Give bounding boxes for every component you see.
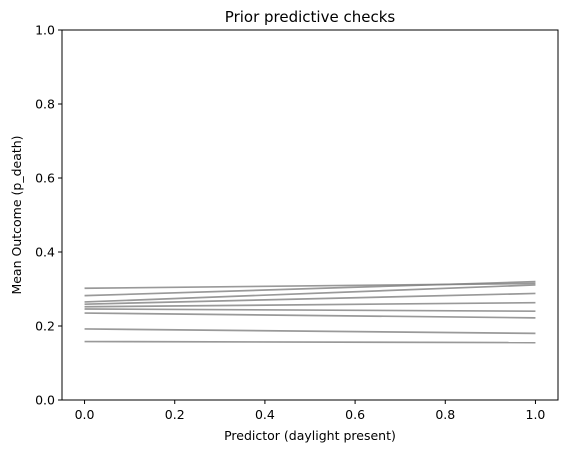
series-line-7 [84, 312, 536, 319]
plot-frame [61, 29, 559, 401]
series-line-4 [84, 292, 536, 306]
y-tick-label: 1.0 [35, 23, 55, 38]
x-tick-label: 0.8 [435, 407, 455, 422]
series-line-3 [84, 284, 536, 303]
series-line-9 [84, 340, 536, 344]
y-tick-label: 0.4 [35, 245, 55, 260]
series-line-8 [84, 328, 536, 335]
y-tick-label: 0.6 [35, 171, 55, 186]
series-line-6 [84, 308, 536, 313]
y-tick-label: 0.0 [35, 393, 55, 408]
chart-title: Prior predictive checks [225, 8, 396, 26]
series-line-5 [84, 301, 536, 308]
y-axis: 0.0 0.2 0.4 0.6 0.8 1.0 [35, 23, 62, 408]
series-line-2 [84, 280, 536, 297]
x-tick-label: 0.6 [345, 407, 365, 422]
x-tick-label: 0.0 [75, 407, 95, 422]
y-tick-label: 0.2 [35, 319, 55, 334]
x-tick-label: 1.0 [526, 407, 546, 422]
series-layer [84, 280, 536, 344]
x-axis-label: Predictor (daylight present) [224, 428, 396, 443]
x-tick-label: 0.2 [165, 407, 185, 422]
x-axis: 0.0 0.2 0.4 0.6 0.8 1.0 [75, 400, 546, 422]
x-tick-label: 0.4 [255, 407, 275, 422]
y-tick-label: 0.8 [35, 97, 55, 112]
y-axis-label: Mean Outcome (p_death) [9, 135, 24, 294]
